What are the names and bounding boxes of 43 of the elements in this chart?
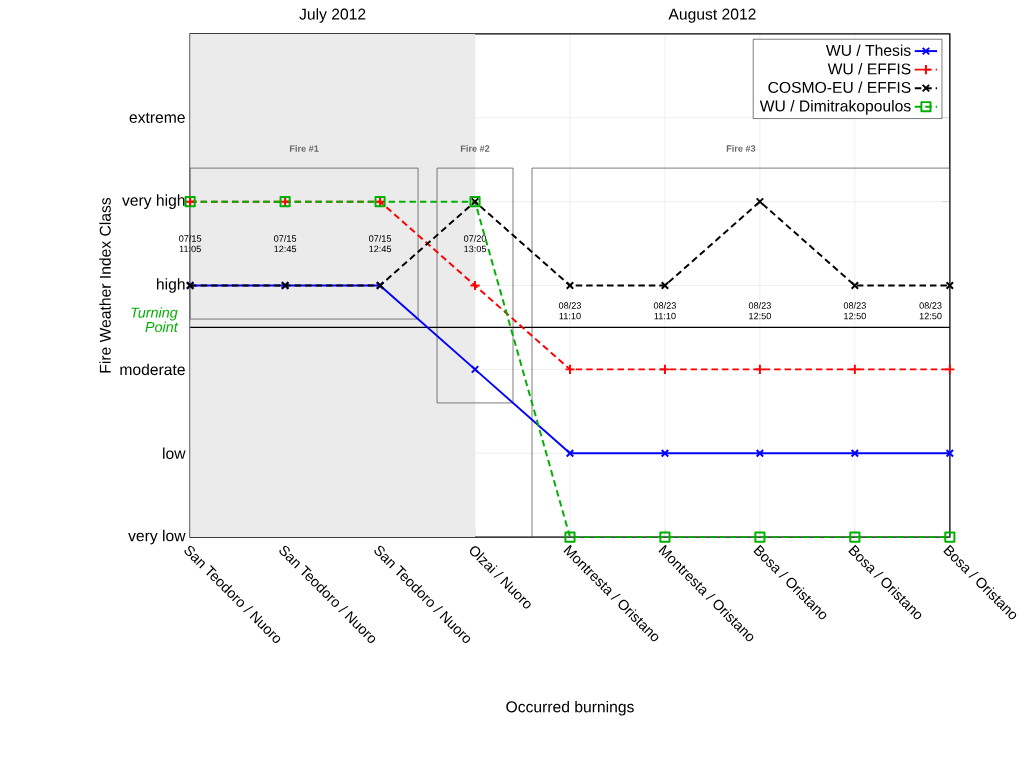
point: [755, 197, 765, 207]
point: [945, 449, 955, 458]
point: [565, 281, 575, 290]
annotation: 07/15 11:05: [179, 235, 202, 253]
x-axis-title: Occurred burnings: [506, 701, 634, 716]
legend-label: COSMO-EU / EFFIS: [768, 81, 911, 94]
annotation: 08/23 12:50: [919, 302, 942, 320]
ref-line-label: Turning Point: [131, 307, 179, 333]
text: moderate: [120, 363, 185, 376]
text: Fire #1: [289, 145, 319, 152]
text: low: [163, 447, 186, 460]
text: extreme: [129, 112, 185, 124]
point: [850, 281, 860, 290]
text: high: [157, 278, 185, 294]
annotation: 08/23 11:10: [558, 302, 581, 320]
point: [849, 531, 861, 543]
text: August 2012: [668, 8, 756, 24]
text: very high: [122, 194, 185, 210]
point: [659, 531, 671, 543]
point: [755, 449, 765, 458]
point: [564, 531, 576, 543]
legend-label: WU / Dimitrakopoulos: [759, 100, 911, 115]
annotation: 08/23 12:50: [843, 302, 866, 320]
annotation: 07/20 13:05: [463, 235, 487, 253]
point: [945, 281, 955, 290]
point: [660, 449, 670, 458]
legend-label: WU / EFFIS: [827, 63, 911, 75]
annotation: 08/23 12:50: [748, 302, 771, 320]
point: [660, 281, 670, 290]
point: [850, 449, 860, 458]
text: Fire #2: [460, 145, 490, 152]
point: [565, 449, 575, 458]
y-axis-title: Fire Weather Index Class: [99, 198, 111, 373]
annotation: 07/15 12:45: [274, 235, 297, 253]
point: [754, 531, 766, 543]
band-label: July 2012: [299, 8, 366, 24]
legend-label: WU / Thesis: [825, 44, 911, 57]
annotation: 07/15 12:45: [368, 235, 392, 253]
point: [944, 531, 956, 543]
text: Fire #3: [726, 145, 756, 152]
annotation: 08/23 11:10: [653, 302, 676, 320]
point: [470, 365, 480, 374]
text: very low: [128, 530, 186, 545]
